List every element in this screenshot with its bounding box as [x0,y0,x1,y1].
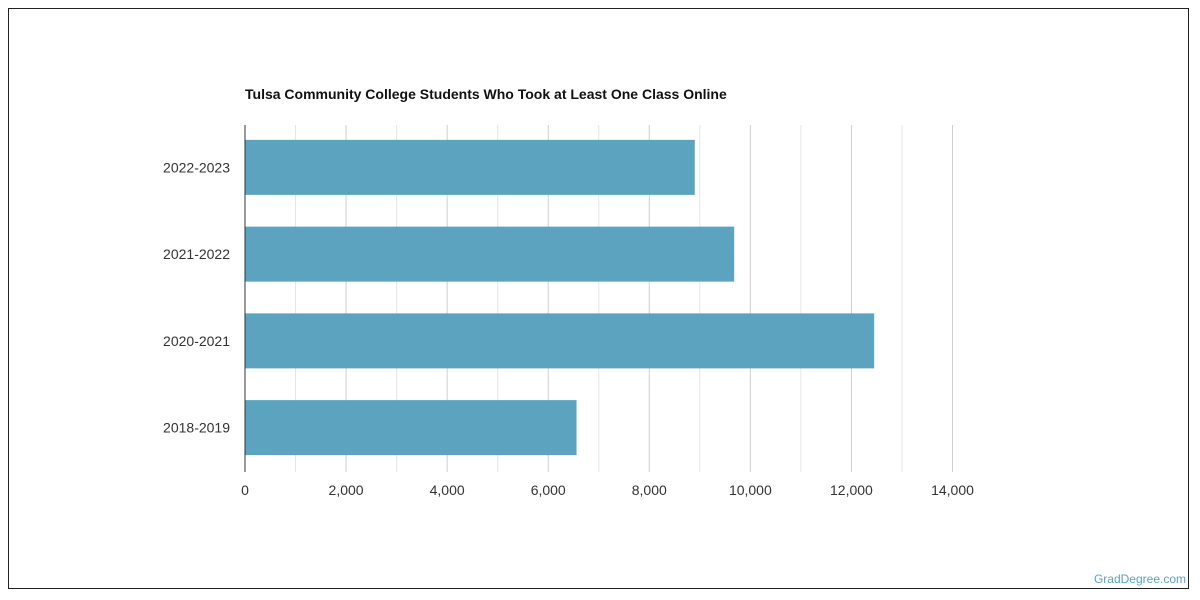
x-tick-label: 2,000 [329,482,364,498]
category-label: 2021-2022 [163,246,230,262]
x-tick-label: 14,000 [931,482,974,498]
watermark-link[interactable]: GradDegree.com [1093,572,1186,586]
x-tick-label: 8,000 [632,482,667,498]
category-label: 2018-2019 [163,420,230,436]
x-tick-label: 6,000 [531,482,566,498]
bar-2022-2023 [245,139,695,195]
category-labels: 2022-2023 2021-2022 2020-2021 2018-2019 [163,159,230,435]
bars [245,139,875,456]
chart-frame [8,8,1189,589]
bar-2018-2019 [245,400,577,456]
x-tick-label: 4,000 [430,482,465,498]
x-tick-label: 12,000 [830,482,873,498]
category-label: 2022-2023 [163,159,230,175]
category-label: 2020-2021 [163,333,230,349]
x-tick-label: 10,000 [729,482,772,498]
bar-2020-2021 [245,313,875,369]
chart-title: Tulsa Community College Students Who Too… [245,86,727,102]
x-tick-labels: 0 2,000 4,000 6,000 8,000 10,000 12,000 14,000 [241,482,974,498]
bar-2021-2022 [245,226,735,282]
x-tick-label: 0 [241,482,249,498]
